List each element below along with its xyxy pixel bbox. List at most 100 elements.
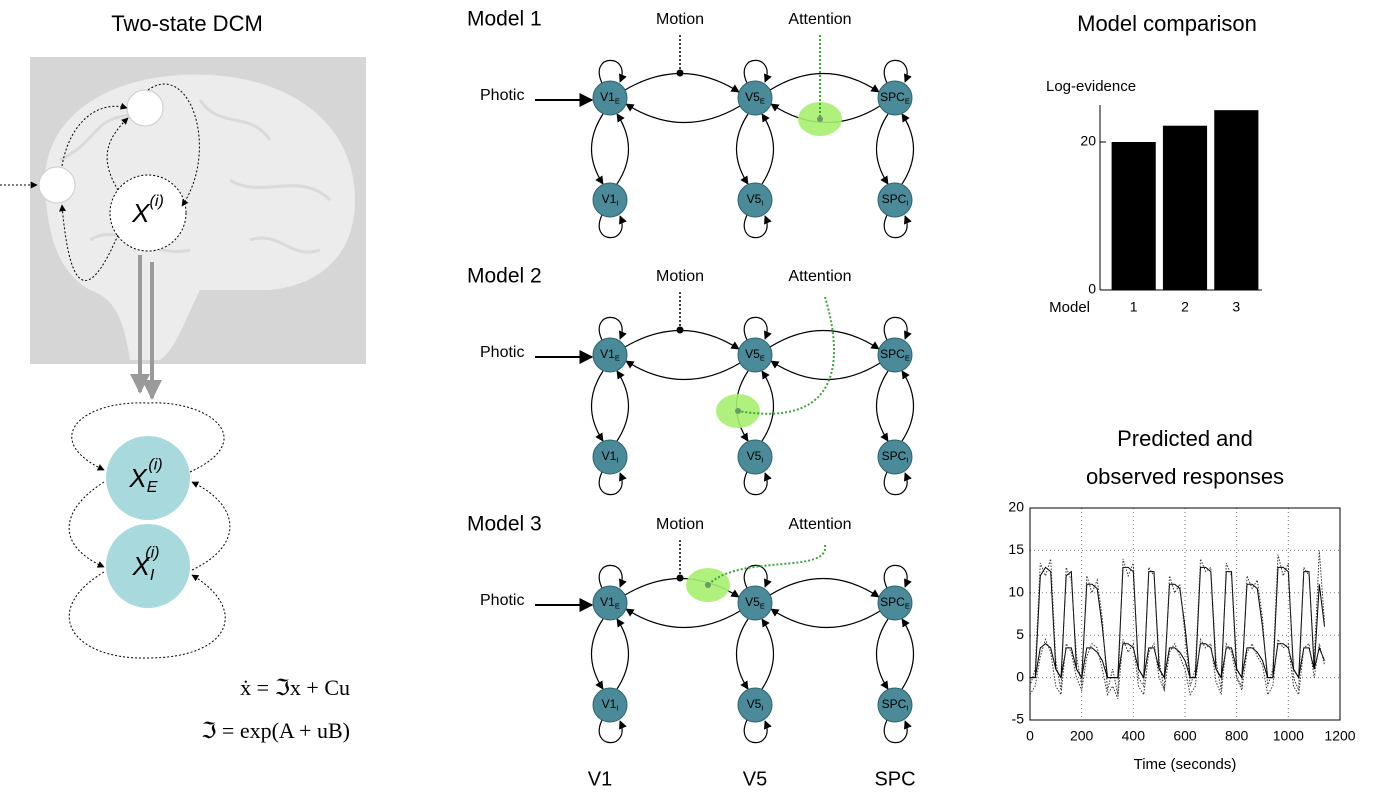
label-base: V5 bbox=[745, 90, 760, 104]
connection bbox=[617, 371, 629, 441]
node-circle bbox=[39, 167, 75, 203]
y-tick-label: 0 bbox=[1016, 668, 1024, 684]
label-base: X bbox=[128, 463, 148, 493]
y-tick-label: 10 bbox=[1008, 584, 1024, 600]
node-label: V1I bbox=[602, 449, 619, 464]
connection bbox=[884, 565, 907, 588]
connection bbox=[762, 619, 774, 689]
label-base: V5 bbox=[747, 697, 762, 711]
input-label: Attention bbox=[788, 11, 851, 28]
label-sup: (i) bbox=[148, 456, 162, 474]
node-label: SPCI bbox=[882, 192, 909, 207]
driver-label: Photic bbox=[480, 344, 524, 361]
connection bbox=[617, 619, 629, 689]
y-axis-label: Log-evidence bbox=[1046, 78, 1136, 95]
label-base: SPC bbox=[882, 697, 907, 711]
region-label: V1 bbox=[588, 768, 612, 790]
x-tick-label: 400 bbox=[1122, 728, 1146, 744]
label-base: V1 bbox=[602, 449, 617, 463]
label-base: V1 bbox=[600, 595, 615, 609]
modulation-point bbox=[817, 116, 823, 122]
label-sub: I bbox=[906, 199, 908, 208]
x-tick-label: 0 bbox=[1026, 728, 1034, 744]
y-tick-label: 20 bbox=[1080, 133, 1096, 149]
label-sub: I bbox=[616, 199, 618, 208]
connection bbox=[626, 361, 740, 380]
node-label: V5I bbox=[747, 449, 764, 464]
x-tick-label: 600 bbox=[1173, 728, 1197, 744]
x-tick-label: 1 bbox=[1130, 299, 1138, 315]
model-title: Model 1 bbox=[467, 8, 542, 31]
label-sub: E bbox=[905, 354, 910, 363]
y-tick-label: 15 bbox=[1008, 541, 1024, 557]
modulation-point bbox=[677, 70, 684, 77]
label-base: SPC bbox=[882, 192, 907, 206]
node-label: SPCI bbox=[882, 697, 909, 712]
connection bbox=[599, 60, 622, 83]
bar bbox=[1214, 110, 1258, 290]
label-sub: I bbox=[906, 456, 908, 465]
label-sub: E bbox=[760, 602, 765, 611]
label-sub: E bbox=[615, 602, 620, 611]
label-base: V1 bbox=[602, 192, 617, 206]
label-base: SPC bbox=[882, 449, 907, 463]
connection bbox=[884, 60, 907, 83]
chart-title: Predicted and bbox=[1117, 426, 1253, 451]
figure: Two-state DCM ẋ = ℑx + Cu ℑ = exp(A + uB… bbox=[0, 0, 1382, 799]
connection bbox=[771, 361, 880, 380]
label-base: V5 bbox=[745, 595, 760, 609]
equation: ẋ = ℑx + Cu bbox=[240, 675, 350, 700]
x-tick-label: 1000 bbox=[1273, 728, 1304, 744]
connection bbox=[770, 330, 879, 349]
label-base: SPC bbox=[880, 90, 905, 104]
connection bbox=[599, 215, 622, 238]
connection bbox=[902, 619, 914, 689]
x-tick-label: 800 bbox=[1225, 728, 1249, 744]
modulation-point bbox=[677, 575, 684, 582]
connection bbox=[744, 60, 767, 83]
connection bbox=[902, 371, 914, 441]
connection bbox=[625, 330, 739, 349]
node-label: V1I bbox=[602, 192, 619, 207]
label-base: SPC bbox=[880, 595, 905, 609]
label-sub: E bbox=[760, 354, 765, 363]
data-line bbox=[1030, 639, 1325, 698]
label-sub: E bbox=[147, 478, 158, 496]
label-base: V5 bbox=[747, 192, 762, 206]
x-tick-label: 3 bbox=[1232, 299, 1240, 315]
connection bbox=[599, 565, 622, 588]
label-sub: I bbox=[150, 566, 155, 584]
panel-title: Two-state DCM bbox=[111, 11, 263, 36]
connection bbox=[592, 114, 604, 184]
y-tick-label: 5 bbox=[1016, 626, 1024, 642]
bar bbox=[1163, 126, 1207, 290]
connection bbox=[884, 215, 907, 238]
connection bbox=[599, 720, 622, 743]
data-line bbox=[1030, 550, 1325, 694]
connection bbox=[626, 104, 740, 123]
label-base: V1 bbox=[600, 347, 615, 361]
label-sub: I bbox=[761, 704, 763, 713]
modulation-point bbox=[735, 408, 741, 414]
label-sub: I bbox=[906, 704, 908, 713]
label-base: V5 bbox=[747, 449, 762, 463]
connection bbox=[884, 720, 907, 743]
connection bbox=[592, 371, 604, 441]
label-base: X bbox=[131, 198, 151, 228]
label-base: V1 bbox=[600, 90, 615, 104]
driver-label: Photic bbox=[480, 87, 524, 104]
connection bbox=[744, 215, 767, 238]
label-base: SPC bbox=[880, 347, 905, 361]
y-tick-label: 20 bbox=[1008, 499, 1024, 515]
y-tick-label: -5 bbox=[1012, 711, 1025, 727]
connection bbox=[770, 578, 879, 597]
model-title: Model 2 bbox=[467, 265, 542, 288]
x-axis-label: Time (seconds) bbox=[1134, 756, 1237, 773]
label-base: V1 bbox=[602, 697, 617, 711]
modulation-point bbox=[705, 582, 711, 588]
label-sub: E bbox=[615, 354, 620, 363]
connection bbox=[737, 114, 749, 184]
label-sub: E bbox=[905, 97, 910, 106]
connection bbox=[599, 317, 622, 340]
connection bbox=[626, 609, 740, 628]
